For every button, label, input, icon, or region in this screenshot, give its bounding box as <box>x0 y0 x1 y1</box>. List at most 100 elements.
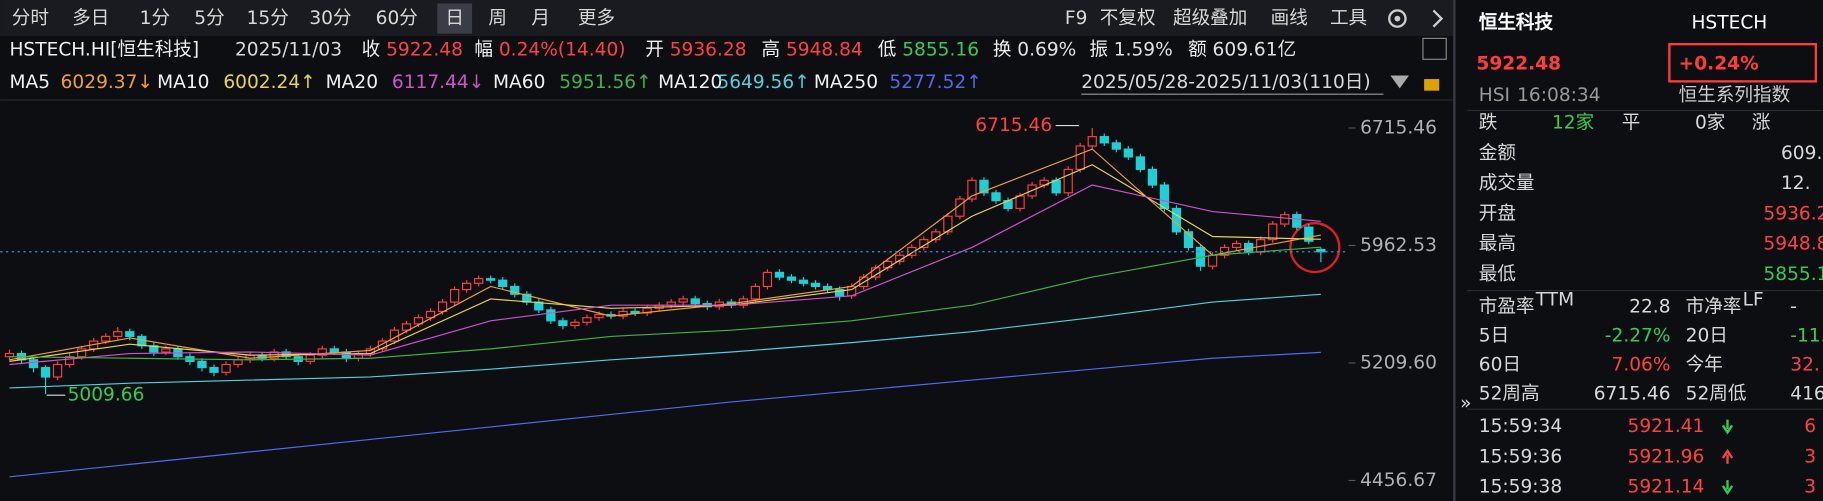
period-button[interactable]: 15分 <box>247 8 289 29</box>
tool-button[interactable]: 工具 <box>1330 8 1367 29</box>
candle-body <box>233 359 243 366</box>
tool-button[interactable]: 画线 <box>1271 8 1308 29</box>
candle-body <box>570 321 580 327</box>
candle-body <box>401 323 412 331</box>
exchange: HSI <box>1479 85 1510 106</box>
period-button[interactable]: 多日 <box>72 8 109 29</box>
min-annotation: 5009.66 <box>68 385 145 406</box>
info-value: 609.61亿 <box>1213 39 1297 60</box>
pair-value: 6715.46 <box>1594 384 1671 405</box>
ma-value: 5951.56↑ <box>559 72 651 93</box>
pair-label: 今年 <box>1686 354 1723 375</box>
security-code: HSTECH.HI[恒生科技] <box>9 39 199 60</box>
dropdown-icon[interactable] <box>1390 75 1410 89</box>
period-button[interactable]: 5分 <box>194 8 224 29</box>
collapse-icon[interactable]: » <box>1460 393 1471 414</box>
ma-value: 6117.44↓ <box>392 72 484 93</box>
candle-body <box>1159 184 1170 210</box>
period-button[interactable]: 月 <box>531 8 550 29</box>
pair-sup: TTM <box>1535 289 1574 310</box>
pair-sup: LF <box>1743 289 1764 310</box>
row-label: 最低 <box>1479 264 1516 285</box>
info-value: 1.59% <box>1114 39 1173 60</box>
period-button[interactable]: 周 <box>488 8 507 29</box>
next-icon[interactable] <box>1432 9 1444 28</box>
row-value: 5936.28 <box>1763 203 1823 224</box>
candle-body <box>1015 195 1025 210</box>
info-label: 幅 <box>474 39 493 60</box>
candle-body <box>1135 156 1146 170</box>
candle-body <box>209 367 219 373</box>
quote-name: 恒生科技 <box>1479 12 1554 34</box>
tool-button[interactable]: 超级叠加 <box>1173 8 1247 29</box>
candle-body <box>101 335 111 342</box>
candle-body <box>1051 179 1061 194</box>
candle-body <box>377 340 388 350</box>
info-value: 0.24%(14.40) <box>499 39 626 60</box>
period-button[interactable]: 日 <box>445 8 464 29</box>
row-label: 金额 <box>1479 143 1517 164</box>
tool-button[interactable]: 不复权 <box>1100 8 1156 29</box>
candle-body <box>1147 168 1158 186</box>
candle-body <box>317 348 327 356</box>
candle-body <box>113 331 123 337</box>
ma-line <box>9 293 1321 389</box>
row-value: 12. <box>1781 173 1811 194</box>
wp-icon[interactable] <box>1422 37 1447 60</box>
lock-icon[interactable] <box>1424 79 1440 91</box>
trade-volume: 3 <box>1804 446 1816 467</box>
pair-label: 市盈率 <box>1479 296 1535 317</box>
trade-arrow <box>1721 448 1734 464</box>
candle-body <box>486 278 496 281</box>
period-button[interactable]: 30分 <box>309 8 351 29</box>
info-label: 换 <box>993 39 1012 60</box>
candle-body <box>221 363 231 373</box>
candle-body <box>594 313 604 319</box>
pair-value: -11. <box>1790 325 1823 346</box>
candle-body <box>510 285 520 295</box>
candle-body <box>161 348 171 353</box>
info-value: 5936.28 <box>670 39 747 60</box>
tool-button[interactable]: F9 <box>1065 8 1088 29</box>
max-annotation: 6715.46 <box>975 115 1052 136</box>
ma-value: 6002.24↑ <box>223 72 315 93</box>
period-button[interactable]: 更多 <box>578 8 615 29</box>
index-group[interactable]: 恒生系列指数 <box>1679 85 1791 106</box>
ma-name: MA20 <box>326 72 378 93</box>
candle-body <box>4 352 15 358</box>
ma-name: MA250 <box>814 72 878 93</box>
ma-line <box>9 148 1321 361</box>
range-label[interactable]: 2025/05/28-2025/11/03(110日) <box>1081 72 1370 93</box>
pair-value: -2.27% <box>1605 325 1671 346</box>
candle-body <box>1063 168 1073 194</box>
info-label: 额 <box>1188 39 1207 60</box>
candle-body <box>1207 254 1218 267</box>
ma-name: MA120 <box>658 72 722 93</box>
trade-price: 5921.14 <box>1628 477 1705 498</box>
candle-body <box>1087 136 1097 147</box>
pair-label: 20日 <box>1686 325 1728 346</box>
gear-icon[interactable] <box>1388 9 1407 28</box>
breadth-item: 平 <box>1622 113 1641 134</box>
pair-label: 60日 <box>1479 354 1521 375</box>
period-button[interactable]: 分时 <box>12 8 49 29</box>
candle-body <box>1231 242 1242 249</box>
trade-time: 15:59:36 <box>1479 446 1562 467</box>
y-tick-label: 5209.60 <box>1360 352 1437 373</box>
trade-arrow <box>1721 419 1734 435</box>
candle-body <box>125 331 135 337</box>
breadth-item: 跌 <box>1479 113 1498 134</box>
candle-body <box>810 282 821 288</box>
pair-label: 52周高 <box>1479 384 1540 405</box>
candle-body <box>1183 231 1194 249</box>
candle-body <box>474 278 484 284</box>
pair-label: 5日 <box>1479 325 1509 346</box>
trade-volume: 6 <box>1804 416 1816 437</box>
period-button[interactable]: 1分 <box>140 8 170 29</box>
candle-body <box>305 354 315 362</box>
candle-body <box>413 317 424 325</box>
period-button[interactable]: 60分 <box>376 8 418 29</box>
change-box <box>1668 43 1818 83</box>
